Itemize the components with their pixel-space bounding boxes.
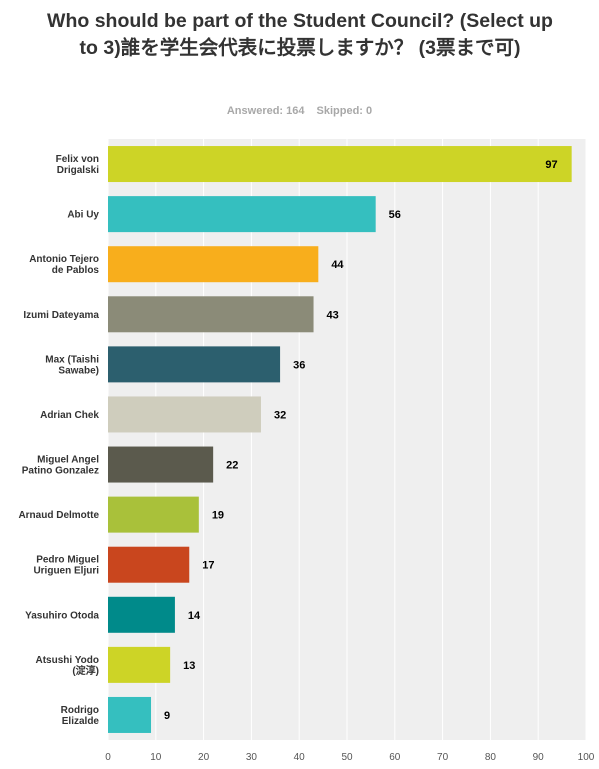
chart-title: Who should be part of the Student Counci…	[47, 10, 553, 59]
value-label-6: 32	[274, 409, 286, 421]
x-axis-ticks: 0 10 20 30 40 50 60 70 80 90 100	[105, 752, 595, 763]
value-label-1: 97	[545, 159, 557, 171]
category-label-4: Izumi Dateyama	[23, 310, 99, 321]
category-label-12: Rodrigo Elizalde	[61, 705, 100, 727]
value-label-2: 56	[389, 209, 401, 221]
x-tick-label-0: 0	[105, 752, 111, 763]
skipped-count: Skipped: 0	[316, 105, 373, 117]
value-label-8: 19	[212, 510, 224, 522]
bar-2	[108, 196, 376, 233]
x-tick-label-50: 50	[341, 752, 353, 763]
bar-3	[108, 246, 319, 283]
category-label-10: Yasuhiro Otoda	[25, 610, 99, 621]
bars	[108, 146, 572, 733]
category-label-9: Pedro Miguel Uriguen Eljuri	[33, 555, 99, 577]
x-tick-label-90: 90	[533, 752, 545, 763]
value-label-7: 22	[226, 460, 238, 472]
bar-8	[108, 496, 199, 533]
value-label-4: 43	[327, 309, 339, 321]
gridlines	[107, 139, 587, 740]
value-labels: 97 56 44 43 36 32 22 19 17 14 13 9	[164, 159, 558, 722]
value-label-9: 17	[202, 560, 214, 572]
category-label-1: Felix von Drigalski	[56, 154, 100, 176]
category-label-8: Arnaud Delmotte	[18, 510, 99, 521]
bar-6	[108, 396, 261, 433]
category-label-2: Abi Uy	[67, 210, 99, 221]
bar-5	[108, 346, 281, 383]
bar-12	[108, 696, 152, 733]
value-label-12: 9	[164, 710, 170, 722]
x-tick-label-80: 80	[485, 752, 497, 763]
x-tick-label-40: 40	[294, 752, 306, 763]
bar-11	[108, 646, 171, 683]
value-label-10: 14	[188, 610, 201, 622]
category-label-3: Antonio Tejero de Pablos	[29, 254, 99, 276]
value-label-3: 44	[331, 259, 344, 271]
x-tick-label-20: 20	[198, 752, 210, 763]
x-tick-label-60: 60	[389, 752, 401, 763]
x-tick-label-70: 70	[437, 752, 449, 763]
bar-9	[108, 546, 190, 583]
bar-4	[108, 296, 314, 333]
answered-count: Answered: 164	[226, 105, 305, 117]
value-label-11: 13	[183, 660, 195, 672]
bar-10	[108, 596, 175, 633]
bar-1	[108, 146, 572, 183]
response-summary: Answered: 164 Skipped: 0	[0, 105, 599, 117]
value-label-5: 36	[293, 359, 305, 371]
category-labels: Felix von Drigalski Abi Uy Antonio Tejero de…	[18, 154, 99, 727]
x-tick-label-10: 10	[150, 752, 162, 763]
category-label-11: Atsushi Yodo (淀淳)	[35, 655, 99, 677]
category-label-7: Miguel Angel Patino Gonzalez	[22, 455, 99, 477]
x-tick-label-100: 100	[578, 752, 595, 763]
x-tick-label-30: 30	[246, 752, 258, 763]
bar-7	[108, 446, 214, 483]
category-label-5: Max (Taishi Sawabe)	[45, 354, 99, 376]
category-label-6: Adrian Chek	[40, 410, 99, 421]
